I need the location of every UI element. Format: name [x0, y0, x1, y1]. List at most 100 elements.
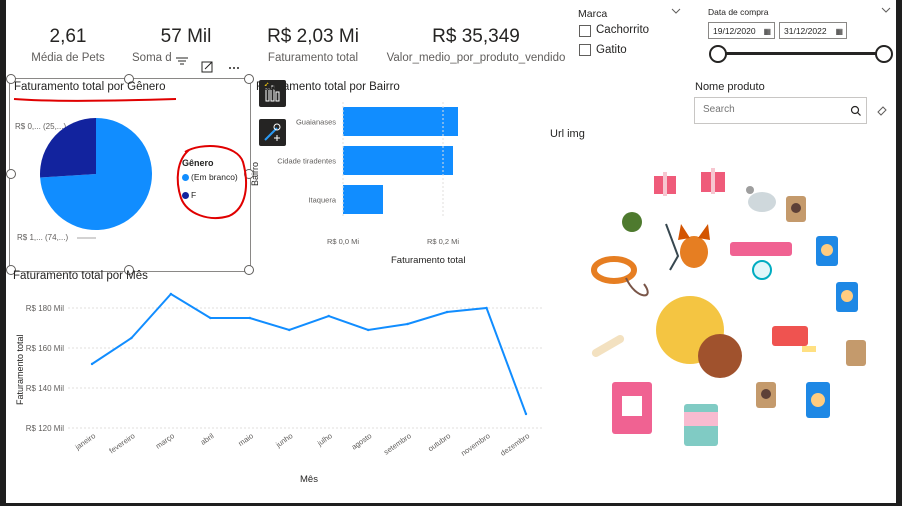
- gatito-label: Gatito: [596, 44, 627, 56]
- date-range-track[interactable]: [716, 52, 884, 55]
- line-x-title: Mês: [300, 474, 318, 485]
- bowl-icon: [622, 212, 642, 232]
- line-point[interactable]: [90, 362, 94, 366]
- line-point[interactable]: [366, 328, 370, 332]
- more-options-icon[interactable]: [229, 67, 239, 69]
- eraser-icon[interactable]: [876, 104, 888, 116]
- pie-chart: [40, 118, 152, 239]
- bar-x-tick: R$ 0,0 Mi: [327, 237, 359, 246]
- line-y-tick: R$ 140 Mil: [26, 384, 64, 393]
- kpi-valor-medio-label: Valor_medio_por_produto_vendido: [386, 52, 566, 64]
- bar-2[interactable]: [343, 185, 383, 214]
- collar-icon: [591, 256, 649, 297]
- line-point[interactable]: [288, 328, 291, 332]
- pie-legend-item[interactable]: F: [191, 190, 197, 200]
- tag-icon: [730, 242, 792, 280]
- line-point[interactable]: [327, 314, 330, 318]
- bar-1[interactable]: [343, 146, 453, 175]
- date-end-input[interactable]: 31/12/2022 ▦: [779, 22, 847, 39]
- resize-handle[interactable]: [244, 74, 254, 84]
- kpi-faturamento-value: R$ 2,03 Mi: [267, 26, 359, 47]
- resize-handle[interactable]: [124, 74, 134, 84]
- date-start-value: 19/12/2020: [713, 26, 756, 36]
- line-x-tick: maio: [236, 431, 254, 448]
- pie-label-bottom: R$ 1,... (74,...): [17, 233, 69, 242]
- line-point[interactable]: [524, 412, 528, 416]
- line-point[interactable]: [169, 292, 173, 296]
- checkbox-gatito[interactable]: [579, 44, 591, 56]
- line-point[interactable]: [130, 336, 133, 340]
- date-start-input[interactable]: 19/12/2020 ▦: [708, 22, 775, 39]
- ball-icon: [656, 296, 742, 378]
- line-x-tick: fevereiro: [108, 431, 137, 455]
- checkbox-cachorrito[interactable]: [579, 25, 591, 37]
- focus-mode-icon[interactable]: [201, 61, 213, 73]
- kpi-soma-label: Soma d: [132, 52, 172, 64]
- treat-bag-icon: [612, 382, 652, 434]
- date-end-handle[interactable]: [875, 45, 893, 63]
- line-x-tick: novembro: [459, 431, 491, 458]
- line-point[interactable]: [209, 316, 212, 320]
- produto-search-box[interactable]: [694, 97, 867, 124]
- pie-label-top: R$ 0,... (25,...): [15, 122, 67, 131]
- resize-handle[interactable]: [124, 265, 134, 275]
- legend-swatch-em-branco: [182, 174, 189, 181]
- bar-category-label: Cidade tiradentes: [277, 157, 336, 166]
- bone-icon: [591, 335, 625, 357]
- bar-x-title: Faturamento total: [391, 255, 466, 266]
- pie-legend-item[interactable]: (Em branco): [191, 172, 238, 182]
- chevron-down-icon[interactable]: [880, 5, 892, 15]
- resize-handle[interactable]: [6, 74, 16, 84]
- line-point[interactable]: [248, 316, 252, 320]
- pie-slice-1[interactable]: [40, 118, 96, 178]
- food-bag-icon: [786, 196, 806, 222]
- line-y-tick: R$ 180 Mil: [26, 304, 64, 313]
- line-x-tick: dezembro: [499, 431, 531, 458]
- dog-icon: [678, 224, 710, 268]
- search-icon[interactable]: [850, 105, 862, 117]
- line-y-tick: R$ 160 Mil: [26, 344, 64, 353]
- line-x-tick: outubro: [426, 431, 452, 453]
- cachorrito-label: Cachorrito: [596, 24, 650, 36]
- line-x-tick: março: [154, 431, 176, 450]
- calendar-icon[interactable]: ▦: [835, 27, 843, 36]
- resize-handle[interactable]: [6, 265, 16, 275]
- resize-handle[interactable]: [244, 265, 254, 275]
- format-visual-button[interactable]: [259, 80, 286, 107]
- line-x-tick: junho: [273, 431, 294, 449]
- bar-category-label: Guaianases: [296, 118, 336, 127]
- resize-handle[interactable]: [6, 169, 16, 179]
- chevron-down-icon[interactable]: [670, 6, 682, 16]
- marca-slicer-title: Marca: [578, 8, 608, 20]
- report-canvas: 2,61 Média de Pets 57 Mil Soma d R$ 2,03…: [6, 0, 896, 503]
- filter-icon[interactable]: [176, 57, 188, 65]
- line-x-tick: julho: [315, 431, 334, 448]
- magnifier-chart-icon: [264, 123, 281, 141]
- line-x-tick: agosto: [350, 431, 374, 451]
- calendar-icon[interactable]: ▦: [763, 27, 771, 36]
- can-icon: [684, 404, 718, 446]
- leash-icon: [665, 223, 680, 271]
- analytics-button[interactable]: [259, 119, 286, 146]
- line-series[interactable]: [91, 292, 527, 415]
- line-point[interactable]: [485, 306, 488, 310]
- pie-slice-0[interactable]: [40, 118, 152, 230]
- bar-x-tick: R$ 0,2 Mi: [427, 237, 459, 246]
- kpi-pets-label: Média de Pets: [31, 52, 105, 64]
- bar-chart: Guaianases Cidade tiradentes Itaquera R$ 0,…: [277, 102, 459, 246]
- red-circle-annotation: [176, 145, 248, 219]
- line-point[interactable]: [445, 310, 449, 314]
- line-x-tick: janeiro: [73, 431, 97, 452]
- line-y-tick: R$ 120 Mil: [26, 424, 64, 433]
- gift-icon: [701, 168, 725, 194]
- gift-icon: [654, 172, 676, 196]
- line-point[interactable]: [406, 322, 409, 326]
- date-start-handle[interactable]: [709, 45, 727, 63]
- produto-slicer-title: Nome produto: [695, 81, 765, 93]
- line-x-tick: abril: [199, 431, 216, 447]
- bone-icon: [772, 326, 816, 352]
- line-x-tick: setembro: [382, 431, 413, 456]
- bar-0[interactable]: [343, 107, 458, 136]
- produto-search-input[interactable]: [701, 103, 845, 116]
- food-bag-icon: [846, 340, 866, 366]
